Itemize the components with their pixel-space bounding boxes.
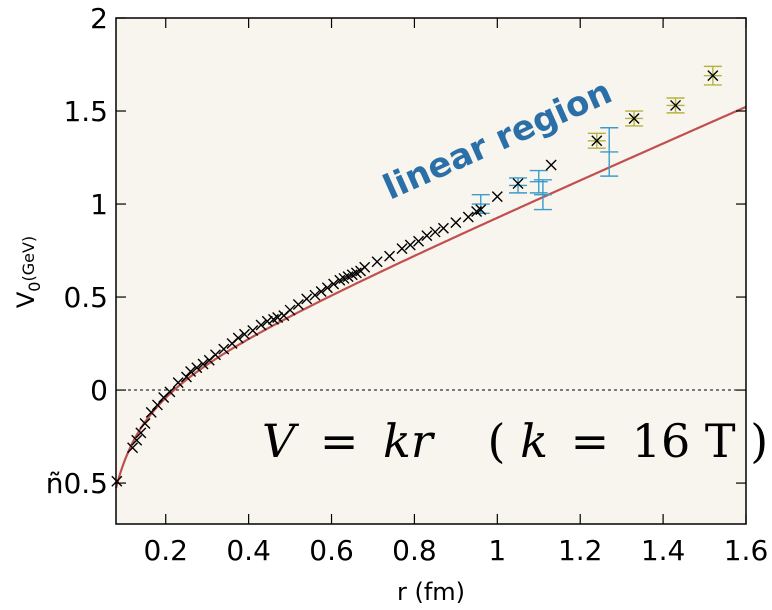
data-point [218,343,230,355]
data-point [591,135,603,147]
fit-curve-layer [114,105,747,489]
x-tick-label: 0.4 [226,534,271,567]
data-point [284,304,296,316]
data-point [164,386,176,398]
data-point [315,285,327,297]
fit-curve [114,105,747,489]
data-point [545,159,557,171]
x-tick-label: 1 [488,534,506,567]
x-tick-label: 1.4 [641,534,686,567]
errorbar [600,127,619,177]
marker-layer [111,70,719,487]
data-point [180,371,192,383]
x-axis-label: r (fm) [397,578,465,606]
y-axis-label-main: V [12,291,40,308]
data-point [371,256,383,268]
data-point [261,315,273,327]
data-point [135,427,147,439]
data-point [707,70,719,82]
data-point [437,222,449,234]
errorbar [533,179,552,211]
data-point [491,191,503,203]
data-point [191,362,203,374]
data-point [450,217,462,229]
y-axis-label-unit: (GeV) [19,236,38,282]
x-tick-label: 1.2 [558,534,603,567]
y-axis-label-sub: 0 [25,282,44,292]
data-point [475,204,487,216]
data-point [139,418,151,430]
data-point [272,312,284,324]
formula-rhs: kr [383,414,436,468]
plot-frame [115,17,747,525]
data-point [145,406,157,418]
formula-equals-2: = [571,414,610,468]
data-point [131,434,143,446]
data-point [197,358,209,370]
data-point [429,226,441,238]
data-point [462,211,474,223]
data-point [670,99,682,111]
formula-k: k [520,414,548,468]
data-point [309,289,321,301]
data-point [512,178,524,190]
svg-text:V0(GeV): V0(GeV) [12,236,44,308]
y-tick-label: ñ0.5 [46,467,108,500]
data-point [413,235,425,247]
tick-layer: 0.2 0.4 0.6 0.8 1 1.2 1.4 1.6 ñ0.5 0 0.5 1 1.5 2 [46,2,769,567]
x-tick-label: 0.8 [392,534,437,567]
formula: V = kr ( k = 16 T ) [262,414,768,468]
formula-value: 16 T [632,414,736,468]
y-axis-label: V0(GeV) [12,236,44,308]
y-tick-label: 1.5 [63,95,108,128]
data-point [255,319,267,331]
data-point [628,112,640,124]
x-tick-label: 1.6 [724,534,769,567]
data-point [292,298,304,310]
data-point [359,261,371,273]
plot-background [116,18,746,524]
x-tick-label: 0.6 [309,534,354,567]
errorbar [529,169,548,194]
data-point [111,475,123,487]
formula-open-paren: ( [488,414,506,468]
x-tick-label: 0.2 [143,534,188,567]
data-point [384,250,396,262]
data-point [396,243,408,255]
formula-equals: = [320,414,359,468]
data-point [328,278,340,290]
data-point [232,332,244,344]
y-tick-label: 0 [90,374,108,407]
data-point [301,293,313,305]
errorbar [509,177,528,194]
data-point [172,377,184,389]
data-point [127,442,139,454]
y-tick-label: 1 [90,188,108,221]
formula-close-paren: ) [750,414,768,468]
formula-lhs: V [262,414,300,468]
data-point [238,328,250,340]
data-point [151,399,163,411]
data-point [321,282,333,294]
data-point [404,239,416,251]
data-point [185,365,197,377]
y-tick-label: 0.5 [63,281,108,314]
data-point [421,230,433,242]
y-tick-label: 2 [90,2,108,35]
data-point [247,325,259,337]
data-point [209,349,221,361]
